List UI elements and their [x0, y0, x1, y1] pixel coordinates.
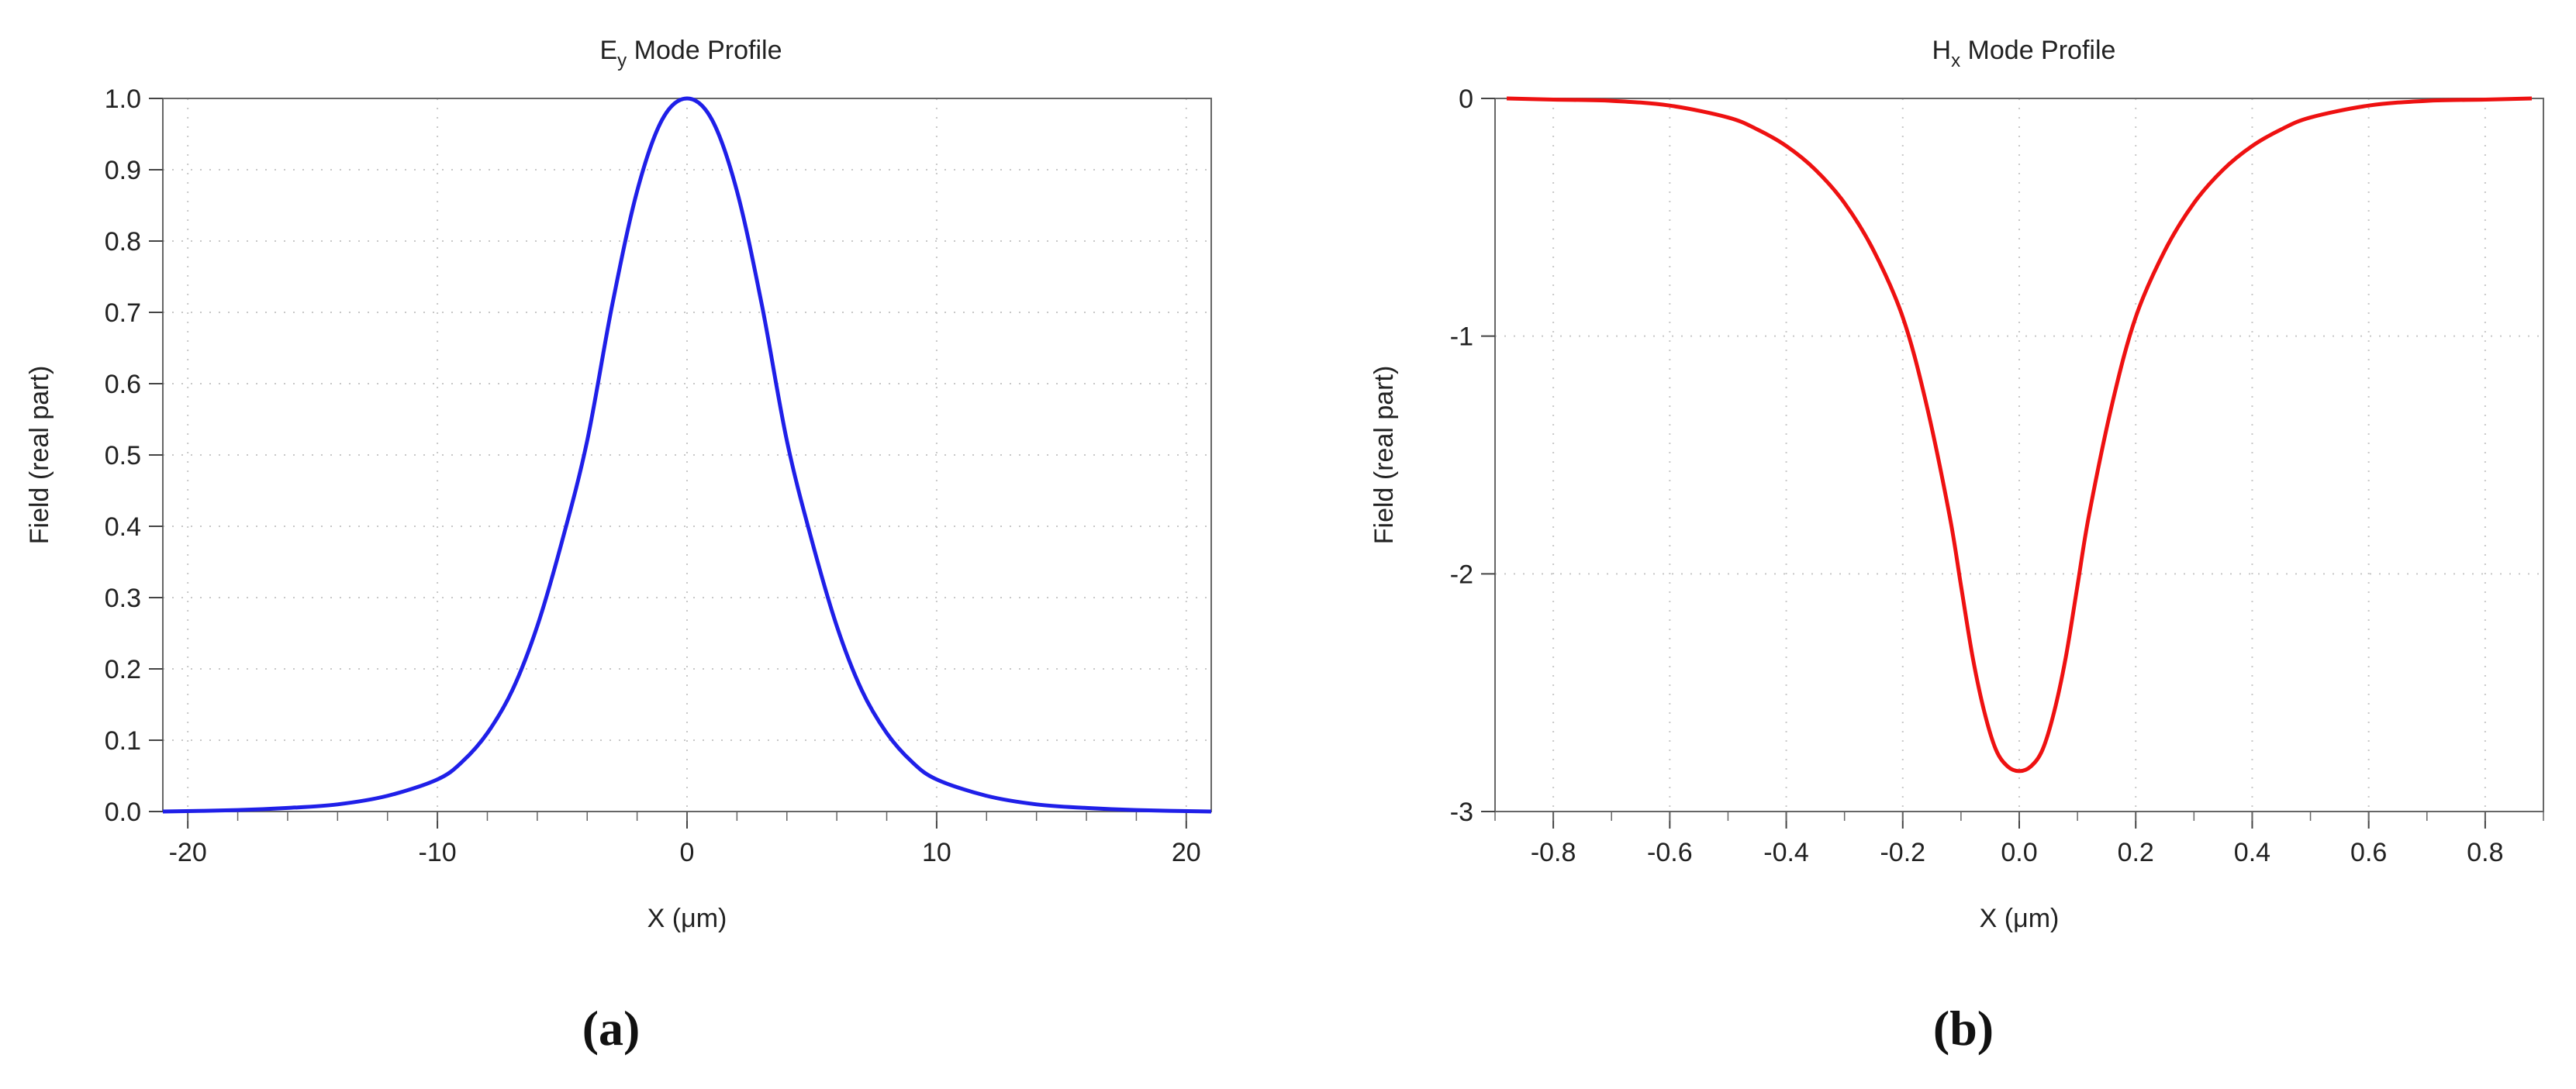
chart-b-y-axis-label: Field (real part) — [1369, 366, 1399, 545]
chart-b: Hx Mode Profile -0.8 -0.6 -0.4 -0.2 0.0 0.2 0.… — [1369, 36, 2544, 1056]
y-tick-label: -1 — [1450, 322, 1473, 352]
x-tick-label: -10 — [419, 838, 457, 867]
x-tick-label: 0.2 — [2118, 838, 2154, 867]
chart-b-tick-labels: -0.8 -0.6 -0.4 -0.2 0.0 0.2 0.4 0.6 0.8 0 -1 -2 -3 — [1450, 84, 2504, 867]
chart-b-title: Hx Mode Profile — [1932, 36, 2116, 71]
chart-a-panel-label: (a) — [582, 1001, 641, 1056]
x-tick-label: -0.4 — [1763, 838, 1809, 867]
chart-a: Ey Mode Profile -20 -10 0 10 20 0.0 0.1 0.2 0.3 0… — [25, 36, 1212, 1056]
chart-a-x-axis-label: X (μm) — [647, 904, 727, 933]
x-tick-label: 20 — [1172, 838, 1201, 867]
y-tick-label: -3 — [1450, 798, 1473, 827]
x-tick-label: -20 — [169, 838, 207, 867]
chart-a-y-axis-label: Field (real part) — [25, 366, 54, 545]
y-tick-label: 0.5 — [105, 441, 141, 470]
chart-b-x-axis-label: X (μm) — [1980, 904, 2060, 933]
y-tick-label: 0.0 — [105, 798, 141, 827]
x-tick-label: -0.8 — [1531, 838, 1576, 867]
chart-a-tick-labels: -20 -10 0 10 20 0.0 0.1 0.2 0.3 0.4 0.5 0.6 0.7 0.8 0.… — [105, 84, 1201, 867]
chart-a-series-line — [162, 96, 1212, 814]
y-tick-label: 0.9 — [105, 156, 141, 185]
y-tick-label: 0.2 — [105, 655, 141, 684]
x-tick-label: -0.2 — [1880, 838, 1925, 867]
y-tick-label: 0.1 — [105, 726, 141, 756]
y-tick-label: -2 — [1450, 560, 1473, 589]
x-tick-label: 0.4 — [2234, 838, 2270, 867]
chart-a-title: Ey Mode Profile — [599, 36, 782, 71]
chart-b-grid — [1495, 98, 2543, 812]
x-tick-label: 0.0 — [2001, 838, 2037, 867]
y-tick-label: 0.3 — [105, 584, 141, 613]
chart-b-plot-area — [1494, 98, 2544, 812]
x-tick-label: 0 — [680, 838, 695, 867]
y-tick-label: 0.8 — [105, 227, 141, 257]
x-tick-label: 0.8 — [2467, 838, 2503, 867]
x-tick-label: 0.6 — [2350, 838, 2387, 867]
y-tick-label: 0.6 — [105, 370, 141, 399]
y-tick-label: 1.0 — [105, 84, 141, 114]
chart-b-panel-label: (b) — [1933, 1001, 1994, 1056]
x-tick-label: -0.6 — [1647, 838, 1693, 867]
y-tick-label: 0.7 — [105, 298, 141, 328]
chart-b-ticks — [1481, 98, 2544, 829]
chart-a-plot-area — [162, 98, 1212, 812]
chart-b-series-line — [1506, 96, 2533, 774]
chart-a-grid — [163, 98, 1211, 812]
chart-a-ticks — [149, 98, 1187, 829]
x-tick-label: 10 — [922, 838, 951, 867]
y-tick-label: 0 — [1459, 84, 1473, 114]
y-tick-label: 0.4 — [105, 512, 141, 542]
